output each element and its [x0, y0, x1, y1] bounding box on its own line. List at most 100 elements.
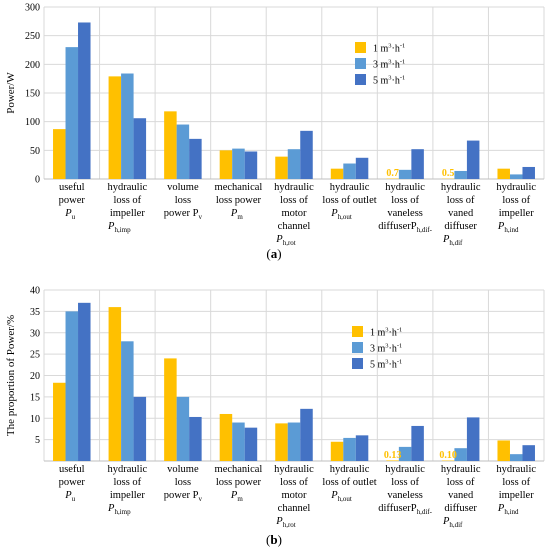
y-tick-label: 50	[30, 146, 40, 157]
x-category-label: hydraulic loss of vaned diffuser Ph,dif	[441, 464, 481, 529]
bar-series-1-cat-1	[53, 129, 66, 179]
bar-series-1-cat-6	[330, 441, 344, 461]
bar-series-2-cat-9	[509, 454, 523, 461]
bar-series-2-cat-2	[121, 73, 134, 179]
x-category-label: hydraulic loss of impeller Ph,ind	[496, 182, 536, 234]
bar-series-3-cat-3	[189, 138, 202, 179]
bar-series-1-cat-1	[53, 382, 66, 461]
y-tick-label: 100	[25, 117, 40, 128]
x-category-label: hydraulic loss of impeller Ph,imp	[107, 182, 147, 234]
x-category-label: volume loss power Pv	[164, 464, 203, 503]
bar-series-3-cat-1	[78, 22, 91, 180]
x-category-label: volume loss power Pv	[164, 182, 203, 221]
legend-entry: 3 m3·h-1	[373, 59, 405, 71]
bar-series-2-cat-6	[343, 437, 356, 461]
legend-entry: 5 m3·h-1	[373, 75, 405, 87]
bar-series-1-cat-9	[497, 440, 510, 461]
bar-series-3-cat-8	[466, 417, 480, 461]
bar-series-2-cat-3	[176, 396, 190, 461]
legend-swatch	[352, 326, 363, 337]
bar-series-3-cat-6	[355, 435, 369, 461]
x-category-label: useful power Pu	[59, 464, 86, 503]
legend-swatch	[355, 42, 366, 53]
bar-series-1-cat-5	[275, 156, 288, 179]
y-tick-label: 40	[30, 286, 40, 297]
y-tick-label: 30	[30, 328, 40, 339]
bar-series-1-cat-3	[164, 111, 177, 179]
bar-series-2-cat-1	[65, 47, 79, 180]
bar-series-2-cat-7	[398, 169, 412, 179]
data-label: 0.10	[439, 450, 457, 461]
y-axis-label: The proportion of Power/%	[5, 315, 17, 436]
bar-series-3-cat-5	[300, 130, 313, 179]
bar-series-3-cat-4	[244, 427, 258, 461]
legend-entry: 1 m3·h-1	[373, 43, 405, 55]
x-category-label: mechanical loss power Pm	[215, 464, 263, 503]
y-tick-label: 200	[25, 60, 40, 71]
bar-series-2-cat-4	[232, 422, 245, 461]
x-category-label: hydraulic loss of vaneless diffuserPh,dif-	[378, 182, 432, 234]
bar-series-1-cat-3	[164, 358, 177, 461]
y-tick-label: 15	[30, 392, 40, 403]
bar-series-3-cat-3	[189, 416, 202, 461]
bar-series-2-cat-7	[398, 446, 412, 461]
x-category-label: hydraulic loss of motor channel Ph,rot	[274, 464, 314, 529]
bar-series-3-cat-9	[522, 445, 535, 461]
legend: 1 m3·h-1 3 m3·h-1 5 m3·h-1	[352, 326, 402, 371]
bar-series-3-cat-7	[411, 149, 424, 179]
y-tick-label: 300	[25, 3, 40, 14]
bar-series-3-cat-2	[133, 118, 147, 179]
y-tick-label: 10	[30, 414, 40, 425]
x-category-label: hydraulic loss of outlet Ph,out	[322, 464, 376, 503]
bar-series-1-cat-4	[219, 413, 233, 461]
y-tick-label: 5	[35, 435, 40, 446]
y-tick-label: 20	[30, 371, 40, 382]
bar-series-3-cat-7	[411, 425, 424, 461]
x-category-label: useful power Pu	[59, 182, 86, 221]
bar-series-3-cat-8	[466, 140, 480, 179]
x-category-label: mechanical loss power Pm	[215, 182, 263, 221]
bar-series-2-cat-2	[121, 341, 134, 461]
y-tick-label: 150	[25, 89, 40, 100]
panel-label: (a)	[266, 246, 281, 261]
data-label: 0.7	[386, 168, 399, 179]
y-tick-label: 35	[30, 307, 40, 318]
bar-series-3-cat-5	[300, 408, 313, 461]
bar-series-1-cat-6	[330, 168, 344, 179]
bar-series-3-cat-9	[522, 166, 535, 179]
x-category-label: hydraulic loss of impeller Ph,imp	[107, 464, 147, 516]
bar-series-3-cat-2	[133, 396, 147, 461]
bar-series-2-cat-4	[232, 148, 245, 179]
legend-entry: 5 m3·h-1	[370, 359, 402, 371]
x-category-label: hydraulic loss of vaned diffuser Ph,dif	[441, 182, 481, 247]
bar-series-1-cat-4	[219, 150, 233, 179]
bar-series-2-cat-8	[454, 170, 467, 179]
y-axis-label: Power/W	[5, 72, 17, 114]
bar-series-3-cat-4	[244, 151, 258, 179]
bar-series-3-cat-1	[78, 302, 91, 461]
chart-panel-b: 5 10 15 20 25 30 35 40 The proportion of Power/%…	[5, 286, 545, 547]
bar-series-2-cat-9	[509, 174, 523, 179]
bar-series-3-cat-6	[355, 157, 369, 179]
bar-series-1-cat-9	[497, 168, 510, 179]
x-category-label: hydraulic loss of vaneless diffuserPh,dif-	[378, 464, 432, 516]
legend-swatch	[355, 58, 366, 69]
data-label: 0.13	[384, 450, 402, 461]
bar-series-2-cat-3	[176, 124, 190, 179]
legend-swatch	[352, 358, 363, 369]
legend-entry: 3 m3·h-1	[370, 343, 402, 355]
bar-series-2-cat-1	[65, 311, 79, 461]
bar-series-2-cat-6	[343, 163, 356, 179]
bar-series-1-cat-2	[108, 307, 122, 461]
bar-series-2-cat-5	[287, 149, 301, 179]
x-category-label: hydraulic loss of outlet Ph,out	[322, 182, 376, 221]
panel-label: (b)	[266, 532, 282, 547]
data-label: 0.5	[442, 168, 455, 179]
chart-panel-a: 0 50 100 150 200 250 300 Power/W 0.7 0.5 1 m3·h-1 3…	[5, 3, 545, 261]
bar-series-2-cat-8	[454, 448, 467, 461]
y-tick-label: 0	[35, 175, 40, 186]
bar-series-1-cat-2	[108, 76, 122, 179]
legend-swatch	[355, 74, 366, 85]
bar-series-2-cat-5	[287, 422, 301, 461]
